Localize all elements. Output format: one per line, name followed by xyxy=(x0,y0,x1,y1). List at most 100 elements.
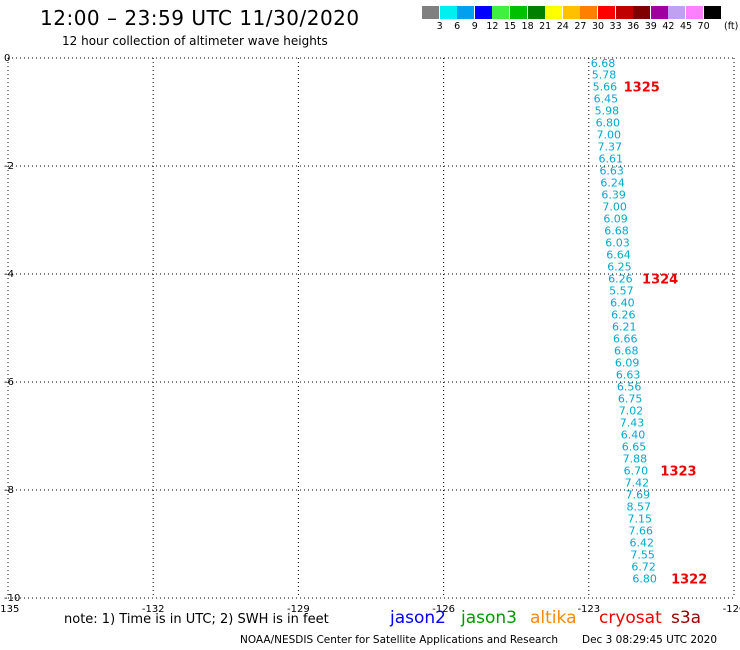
data-point-label: 7.15 xyxy=(628,513,653,526)
data-point-label: 6.09 xyxy=(603,212,628,225)
legend-swatch xyxy=(580,6,598,19)
generated-timestamp: Dec 3 08:29:45 UTC 2020 xyxy=(582,634,718,646)
x-tick-label: -120 xyxy=(723,604,740,615)
legend-label: 27 xyxy=(574,21,587,32)
data-point-label: 6.40 xyxy=(621,428,646,441)
data-point-label: 7.00 xyxy=(597,129,622,142)
data-point-label: 6.03 xyxy=(605,237,630,250)
legend-label: 42 xyxy=(662,21,675,32)
chart-subtitle: 12 hour collection of altimeter wave hei… xyxy=(62,34,328,48)
data-point-label: 6.66 xyxy=(613,332,638,345)
legend-label: 18 xyxy=(521,21,534,32)
footer-note: note: 1) Time is in UTC; 2) SWH is in fe… xyxy=(64,612,329,627)
data-point-label: 6.68 xyxy=(604,224,629,237)
data-point-label: 6.24 xyxy=(600,177,625,190)
data-point-label: 7.55 xyxy=(630,548,655,561)
pass-annotation: 1322 xyxy=(671,573,707,588)
data-point-label: 7.42 xyxy=(625,476,650,489)
data-point-label: 5.57 xyxy=(609,285,634,298)
data-point-label: 7.02 xyxy=(619,405,644,418)
data-point-label: 6.09 xyxy=(615,357,640,370)
pass-annotation: 1324 xyxy=(642,272,678,287)
legend-swatch xyxy=(545,6,563,19)
legend-swatch xyxy=(492,6,510,19)
legend-swatch xyxy=(527,6,545,19)
legend-swatch xyxy=(457,6,475,19)
data-point-label: 7.69 xyxy=(626,488,651,501)
color-legend: (ft) 3 6 9 12 15 18 21 24 27 30 33 36 39 42 45 70 xyxy=(422,6,738,32)
legend-swatch xyxy=(598,6,615,19)
data-point-label: 5.78 xyxy=(592,69,617,82)
legend-label: 70 xyxy=(697,21,710,32)
x-tick-label: -129 xyxy=(287,604,310,615)
y-tick-label: -6 xyxy=(4,377,14,388)
legend-swatch xyxy=(633,6,651,19)
legend-label: 33 xyxy=(609,21,622,32)
legend-label: 6 xyxy=(454,21,461,32)
legend-swatch xyxy=(439,6,457,19)
legend-label: 15 xyxy=(503,21,517,32)
data-point-label: 6.72 xyxy=(631,561,656,574)
satellite-label: jason2 xyxy=(390,608,446,628)
satellite-label: s3a xyxy=(671,608,702,628)
data-point-label: 6.64 xyxy=(606,249,631,262)
data-point-label: 7.43 xyxy=(620,417,645,430)
pass-annotation: 1323 xyxy=(660,465,696,480)
legend-label: 36 xyxy=(627,21,640,32)
legend-label: 45 xyxy=(679,21,693,32)
data-point-label: 6.80 xyxy=(632,573,657,586)
data-point-label: 6.70 xyxy=(624,465,649,478)
data-point-label: 6.61 xyxy=(598,152,623,165)
data-point-label: 7.00 xyxy=(602,201,627,214)
pass-annotation: 1325 xyxy=(624,81,660,96)
data-point-label: 6.75 xyxy=(618,393,643,406)
satellite-label: jason3 xyxy=(461,608,517,628)
legend-label: 30 xyxy=(591,21,605,32)
data-point-label: 5.98 xyxy=(595,104,620,117)
data-point-label: 6.26 xyxy=(608,272,633,285)
legend-swatch xyxy=(510,6,527,19)
data-point-label: 6.45 xyxy=(594,93,619,106)
legend-label: 21 xyxy=(539,21,552,32)
data-point-label: 5.66 xyxy=(593,81,618,94)
data-point-label: 6.63 xyxy=(616,368,641,381)
data-point-label: 7.88 xyxy=(623,453,648,466)
data-point-label: 6.39 xyxy=(601,189,626,202)
data-point-label: 6.68 xyxy=(591,57,616,70)
y-tick-label: -10 xyxy=(4,593,20,604)
legend-swatch xyxy=(562,6,580,19)
data-point-label: 6.80 xyxy=(596,116,621,129)
legend-swatch xyxy=(686,6,703,19)
data-point-label: 7.37 xyxy=(598,141,623,154)
legend-label: 9 xyxy=(471,21,478,32)
y-tick-label: -8 xyxy=(4,485,14,496)
data-point-label: 8.57 xyxy=(627,501,652,514)
legend-unit: (ft) xyxy=(724,21,739,32)
data-point-label: 6.56 xyxy=(617,380,642,393)
legend-swatch xyxy=(474,6,492,19)
data-point-label: 6.25 xyxy=(607,260,632,273)
satellite-label: altika xyxy=(530,608,577,628)
data-point-label: 6.65 xyxy=(622,440,647,453)
data-point-label: 6.26 xyxy=(611,309,636,322)
x-tick-label: -126 xyxy=(432,604,455,615)
legend-label: 12 xyxy=(486,21,499,32)
x-tick-label: -123 xyxy=(577,604,600,615)
data-point-label: 6.42 xyxy=(629,536,654,549)
legend-label: 39 xyxy=(644,21,657,32)
data-point-label: 7.66 xyxy=(628,525,653,538)
legend-swatch xyxy=(650,6,668,19)
data-point-label: 6.40 xyxy=(610,297,635,310)
x-tick-label: -135 xyxy=(0,604,19,615)
y-tick-label: -2 xyxy=(4,161,14,172)
satellite-label: cryosat xyxy=(599,608,662,628)
legend-label: 24 xyxy=(556,21,569,32)
credit-text: NOAA/NESDIS Center for Satellite Applica… xyxy=(240,634,558,646)
legend-label: 3 xyxy=(436,21,443,32)
legend-swatch xyxy=(422,6,439,19)
legend-swatch xyxy=(703,6,721,19)
legend-swatch xyxy=(668,6,686,19)
data-point-label: 6.68 xyxy=(614,345,639,358)
y-tick-label: -4 xyxy=(4,269,14,280)
